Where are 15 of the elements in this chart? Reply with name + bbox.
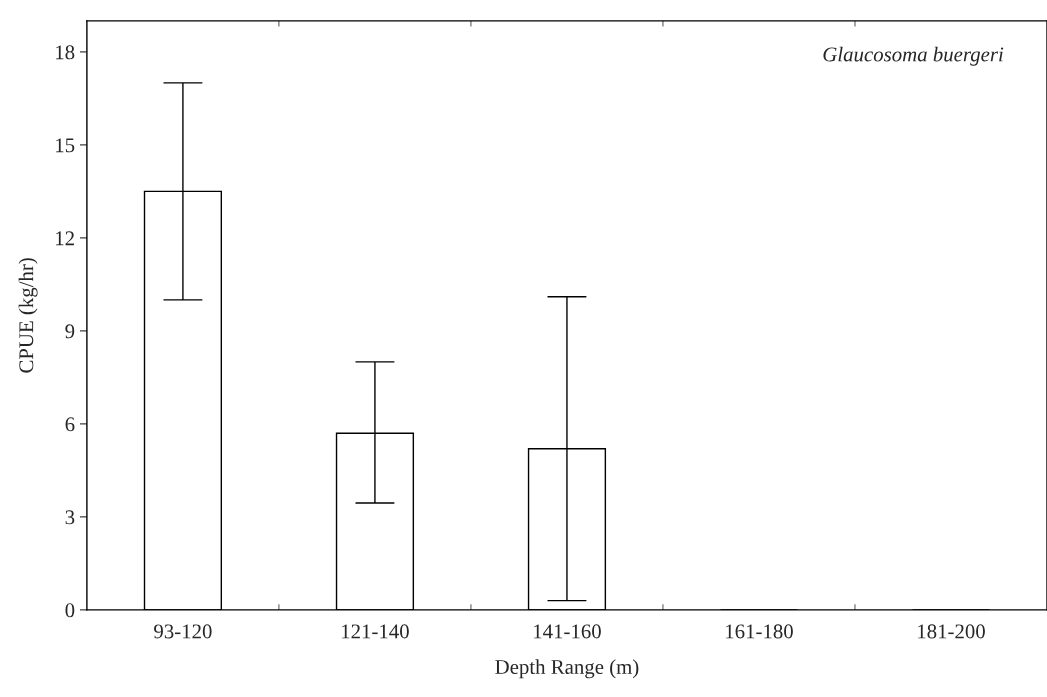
- y-tick-label: 9: [65, 324, 75, 339]
- x-tick-label: 121-140: [342, 624, 409, 639]
- y-tick-label: 18: [56, 45, 75, 60]
- x-tick-label: 93-120: [154, 624, 212, 639]
- y-tick-label: 15: [56, 138, 75, 153]
- y-tick-label: 12: [56, 231, 74, 246]
- y-tick-label: 0: [65, 603, 75, 618]
- annotation: Glaucosoma buergeri: [823, 46, 1004, 66]
- x-axis-title: Depth Range (m): [495, 659, 639, 679]
- y-tick-label: 3: [65, 510, 75, 525]
- x-tick-label: 141-160: [534, 624, 601, 639]
- x-tick-label: 161-180: [726, 624, 793, 639]
- x-tick-label: 181-200: [918, 624, 985, 639]
- y-axis-title: CPUE (kg/hr): [18, 258, 38, 373]
- y-tick-label: 6: [65, 417, 75, 432]
